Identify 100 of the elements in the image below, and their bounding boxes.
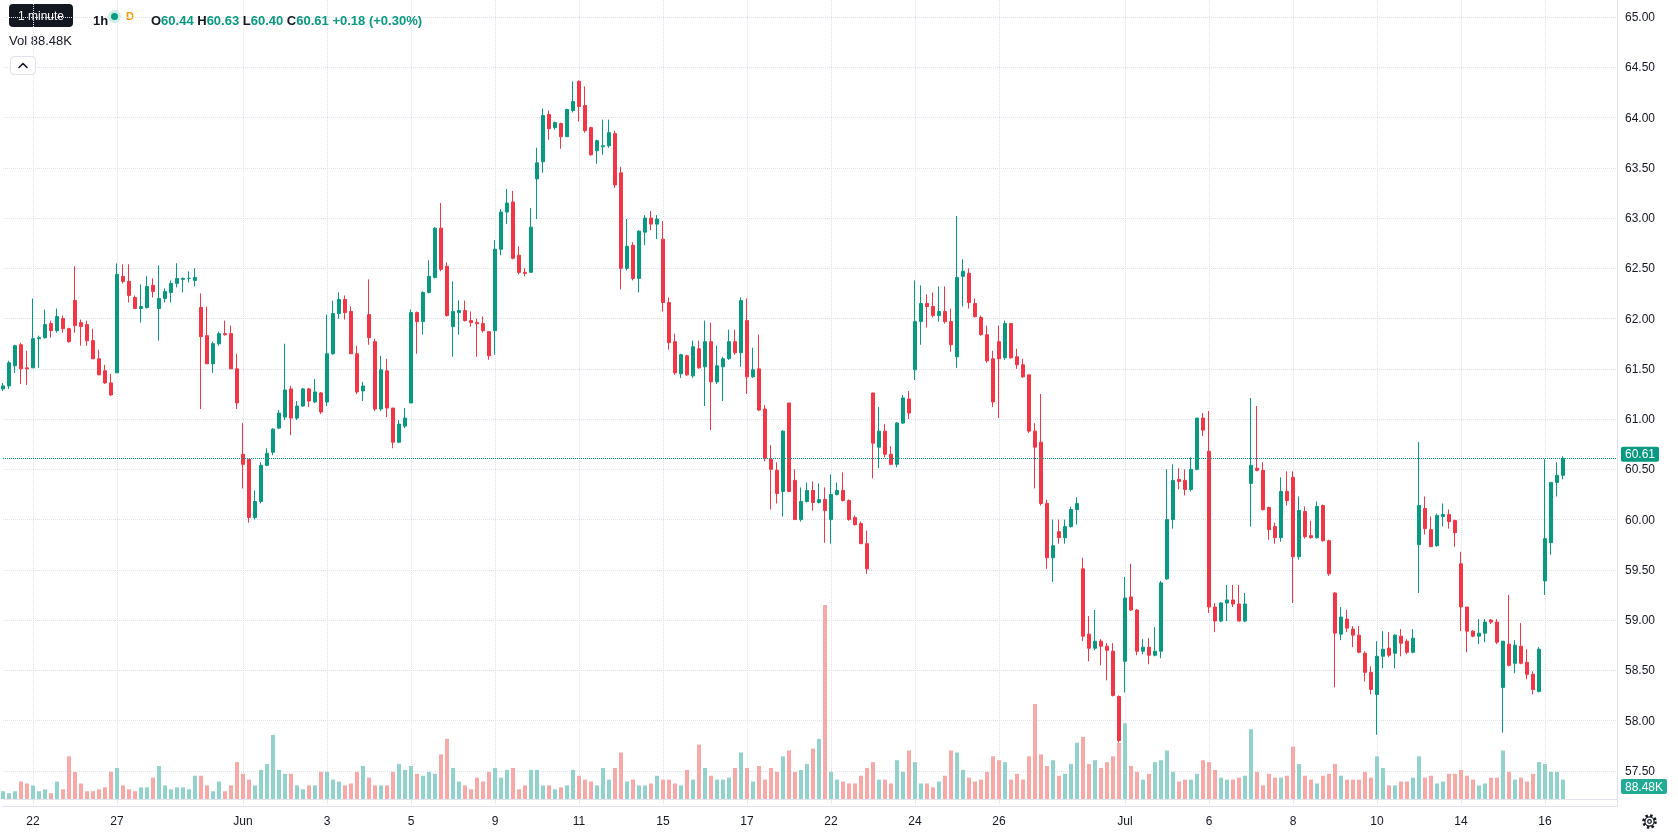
candlestick [1309,520,1313,540]
bar [547,785,551,799]
candlestick [817,482,821,504]
candlestick [1027,374,1031,434]
bar [817,738,821,799]
candlestick [283,343,287,421]
bar [667,779,671,799]
bar [1495,777,1499,799]
candlestick [901,394,905,425]
bar [889,783,893,799]
bar [121,785,125,799]
candlestick [1537,646,1541,693]
candlestick [847,498,851,522]
candlestick [1207,410,1211,614]
bar [1297,764,1301,799]
bar [1015,773,1019,799]
bar [1459,769,1463,799]
candlestick [13,344,17,374]
candlestick [643,214,647,246]
candlestick [1219,601,1223,623]
candlestick [1477,618,1481,645]
candlestick [967,267,971,310]
bar [877,779,881,799]
bar [1039,754,1043,799]
bar [373,785,377,799]
bar [235,762,239,799]
bar [91,791,95,799]
candlestick [1315,500,1319,540]
candlestick [1201,412,1205,437]
candlestick [1303,506,1307,540]
candlestick [325,314,329,407]
candlestick [1369,665,1373,695]
candlestick [1,382,5,392]
bar [727,777,731,799]
bar [775,771,779,799]
bar [1159,760,1163,799]
bar [1321,775,1325,799]
candlestick [1501,640,1505,734]
candlestick [1495,618,1499,645]
candlestick [79,319,83,347]
candlestick [1375,640,1379,736]
bar [1255,771,1259,799]
candlestick [1429,516,1433,548]
candlestick [691,340,695,379]
bar [1153,762,1157,799]
bar [421,775,425,799]
y-tick-label: 60.50 [1625,462,1656,477]
candlestick [517,245,521,275]
bar [619,752,623,799]
bar [193,775,197,799]
y-tick-label: 62.50 [1625,261,1656,276]
candlestick [793,468,797,521]
candlestick [1399,628,1403,657]
x-tick-label: 14 [1454,814,1468,828]
bar [739,752,743,799]
y-tick-label: 58.50 [1625,663,1656,678]
candlestick [529,207,533,273]
bar [565,785,569,799]
candlestick [181,276,185,293]
candlestick [1507,594,1511,667]
candlestick [487,331,491,361]
candlestick [649,210,653,231]
candlestick [1489,618,1493,625]
x-tick-label: 17 [740,814,754,828]
bar [799,769,803,799]
x-tick-label: 3 [323,814,331,828]
bar [1285,775,1289,799]
candlestick [1039,393,1043,507]
bar [1549,771,1553,799]
candlestick [199,292,203,410]
bar [757,766,761,799]
candlestick [613,130,617,189]
bar [1099,767,1103,799]
bar [1081,736,1085,799]
candlestick [1333,591,1337,688]
candlestick [727,329,731,361]
candlestick [1471,629,1475,638]
candlestick [415,311,419,355]
bar [1219,777,1223,799]
candlestick [583,85,587,134]
bar [1171,771,1175,799]
bar [1369,777,1373,799]
bar [913,762,917,799]
candlestick [1285,470,1289,507]
candlestick [1159,580,1163,659]
candlestick [61,315,65,334]
ref-line-label: 60.61 [1625,447,1656,462]
bar [1009,779,1013,799]
bar [1111,756,1115,799]
bar [457,781,461,799]
bar [583,779,587,799]
bar [379,785,383,799]
bar [535,769,539,799]
candlestick [289,385,293,436]
candlestick [1531,670,1535,695]
bar [493,767,497,799]
candlestick [217,331,221,347]
bar [979,779,983,799]
candlestick [655,214,659,240]
candlestick [595,139,599,165]
